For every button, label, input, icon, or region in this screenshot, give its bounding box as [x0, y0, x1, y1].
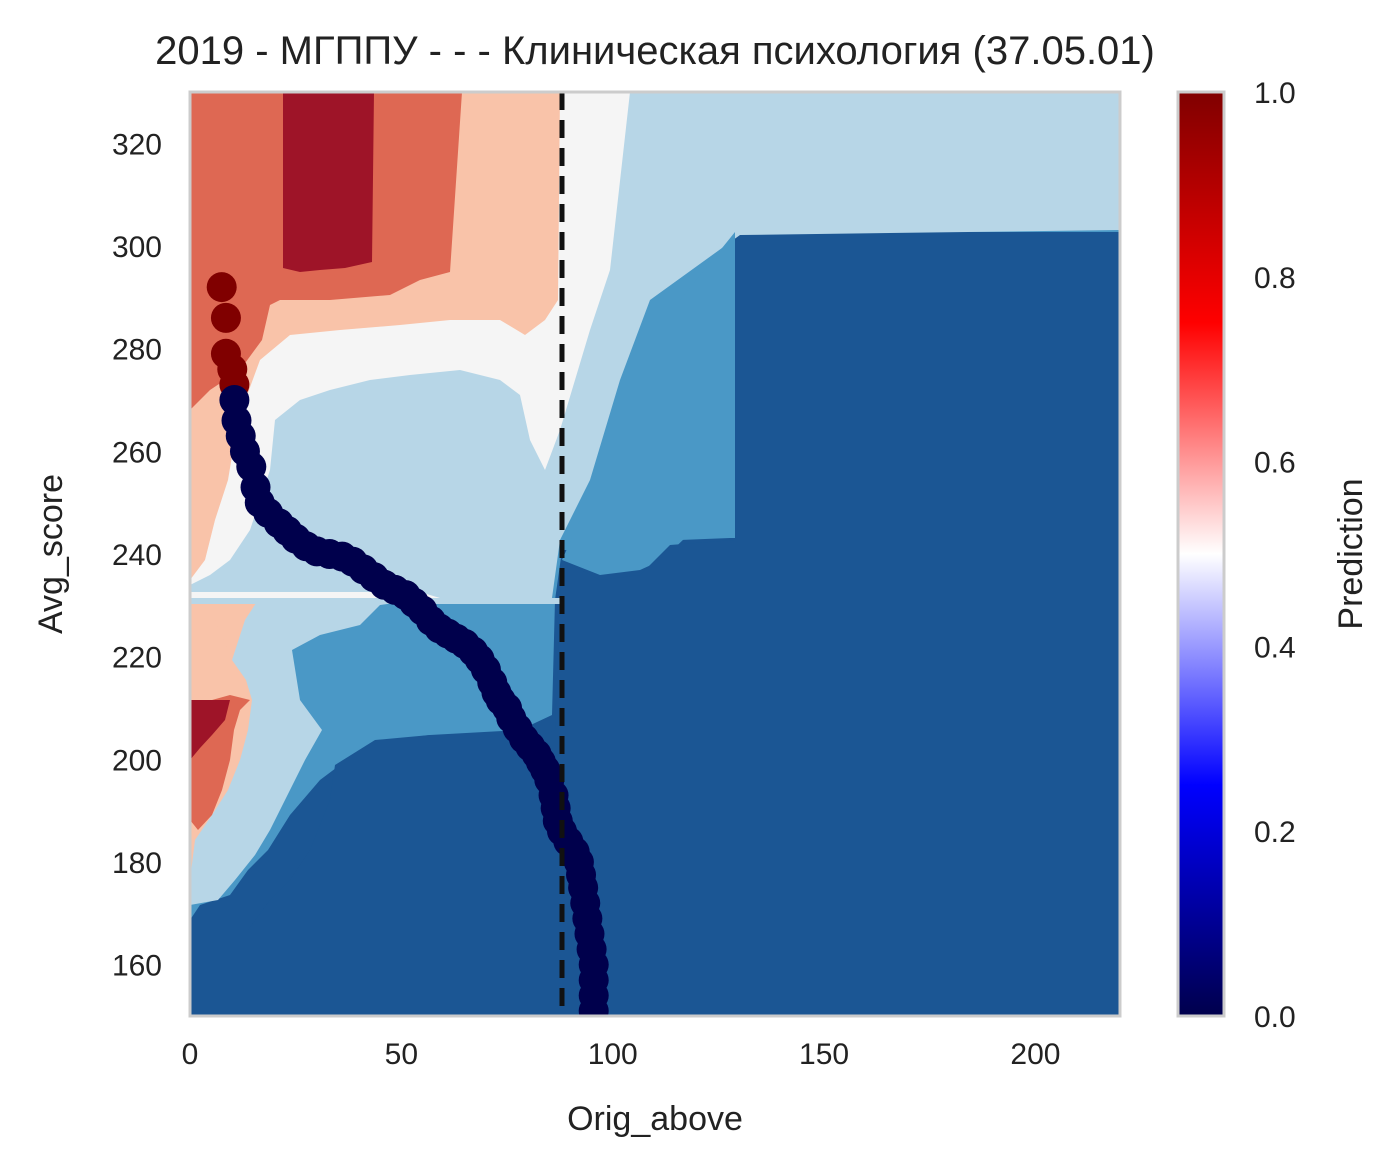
scatter-layer: [206, 272, 609, 1016]
scatter-point-64: [578, 995, 609, 1016]
x-tick-label: 150: [799, 1038, 849, 1071]
colorbar-tick-label: 0.4: [1254, 631, 1296, 664]
plot-area: [190, 92, 1120, 1016]
x-axis-label: Orig_above: [567, 1100, 743, 1138]
y-tick-label: 200: [112, 744, 162, 777]
x-tick-label: 0: [182, 1038, 199, 1071]
colorbar-ticks: 0.0 0.2 0.4 0.6 0.8 1.0: [1254, 77, 1296, 1034]
contour-region-light-blue-2: [562, 232, 735, 575]
scatter-point-1: [210, 302, 241, 333]
y-tick-label: 280: [112, 334, 162, 367]
colorbar-tick-label: 0.2: [1254, 816, 1296, 849]
colorbar-gradient: [1176, 90, 1226, 1018]
contour-region-dark-red-lower: [190, 700, 230, 760]
y-tick-label: 260: [112, 436, 162, 469]
x-tick-label: 50: [385, 1038, 418, 1071]
y-tick-label: 240: [112, 539, 162, 572]
x-tick-label: 100: [588, 1038, 638, 1071]
scatter-point-0: [206, 272, 237, 303]
x-axis-ticks: 0 50 100 150 200: [182, 1038, 1061, 1071]
y-tick-label: 300: [112, 231, 162, 264]
y-axis-label: Avg_score: [32, 474, 70, 634]
y-tick-label: 160: [112, 950, 162, 983]
colorbar-label: Prediction: [1332, 478, 1370, 629]
colorbar-tick-label: 0.0: [1254, 1001, 1296, 1034]
contour-region-dark-red: [283, 92, 374, 272]
colorbar: 0.0 0.2 0.4 0.6 0.8 1.0 Prediction: [1176, 77, 1370, 1034]
chart-title: 2019 - МГППУ - - - Клиническая психологи…: [155, 29, 1155, 73]
y-tick-label: 220: [112, 642, 162, 675]
x-tick-label: 200: [1010, 1038, 1060, 1071]
y-tick-label: 320: [112, 128, 162, 161]
contour-streak-light-blue: [190, 598, 560, 604]
y-tick-label: 180: [112, 847, 162, 880]
contour-region-dark-blue-lower: [248, 540, 735, 1016]
colorbar-tick-label: 1.0: [1254, 77, 1296, 110]
contour-fill: [190, 92, 1120, 1016]
colorbar-tick-label: 0.6: [1254, 447, 1296, 480]
colorbar-tick-label: 0.8: [1254, 262, 1296, 295]
y-axis-ticks: 160 180 200 220 240 260 280 300 320: [112, 128, 162, 982]
plot-frame: [188, 90, 1122, 1018]
contour-region-dark-blue-right: [735, 374, 1120, 1016]
